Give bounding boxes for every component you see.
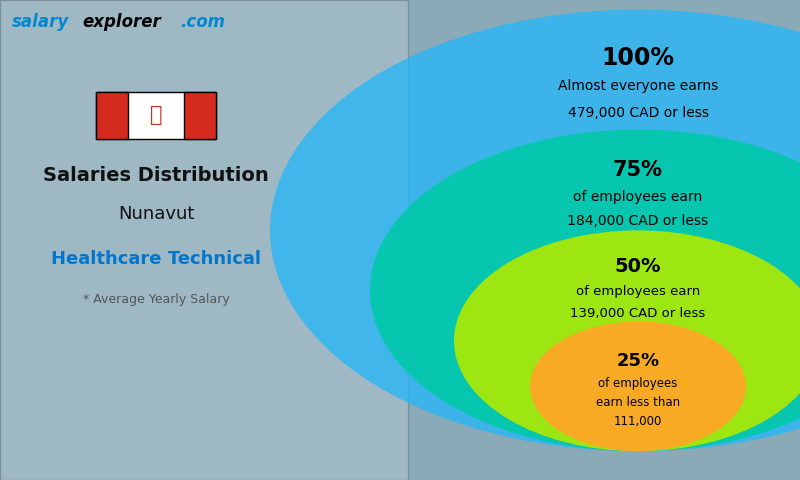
Text: of employees earn: of employees earn <box>574 190 702 204</box>
Text: of employees: of employees <box>598 377 678 390</box>
Text: .com: .com <box>180 12 225 31</box>
Text: salary: salary <box>12 12 70 31</box>
Text: * Average Yearly Salary: * Average Yearly Salary <box>82 293 230 307</box>
FancyBboxPatch shape <box>96 92 128 139</box>
Circle shape <box>270 10 800 451</box>
Text: 111,000: 111,000 <box>614 415 662 428</box>
Text: explorer: explorer <box>82 12 161 31</box>
Text: of employees earn: of employees earn <box>576 285 700 298</box>
Circle shape <box>370 130 800 451</box>
FancyBboxPatch shape <box>0 0 408 480</box>
Text: 50%: 50% <box>614 257 662 276</box>
Text: 139,000 CAD or less: 139,000 CAD or less <box>570 307 706 320</box>
Text: 100%: 100% <box>602 46 674 70</box>
Text: Nunavut: Nunavut <box>118 204 194 223</box>
Text: 184,000 CAD or less: 184,000 CAD or less <box>567 214 709 228</box>
Text: 75%: 75% <box>613 160 663 180</box>
Text: 25%: 25% <box>617 351 659 370</box>
Text: Salaries Distribution: Salaries Distribution <box>43 166 269 185</box>
FancyBboxPatch shape <box>184 92 216 139</box>
Text: 🍁: 🍁 <box>150 105 162 125</box>
Text: Almost everyone earns: Almost everyone earns <box>558 79 718 94</box>
Circle shape <box>530 322 746 451</box>
Text: earn less than: earn less than <box>596 396 680 409</box>
Text: Healthcare Technical: Healthcare Technical <box>51 250 261 268</box>
Circle shape <box>454 230 800 451</box>
FancyBboxPatch shape <box>96 92 216 139</box>
Text: 479,000 CAD or less: 479,000 CAD or less <box>567 106 709 120</box>
